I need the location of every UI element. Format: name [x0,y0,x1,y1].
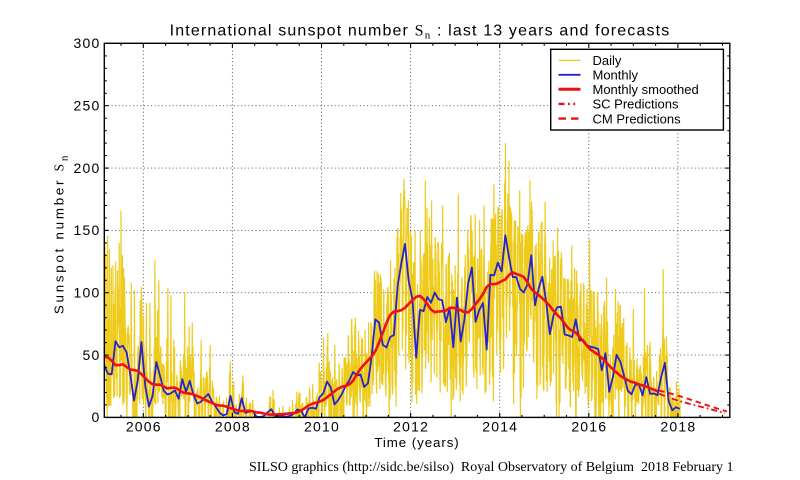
svg-text:International sunspot number S: International sunspot number Sn : last 1… [170,22,671,41]
svg-text:Monthly: Monthly [593,68,639,83]
svg-text:2012: 2012 [393,419,429,435]
svg-text:2010: 2010 [304,419,340,435]
svg-text:CM Predictions: CM Predictions [593,111,682,126]
svg-text:2006: 2006 [126,419,162,435]
svg-text:100: 100 [74,285,101,301]
svg-text:50: 50 [83,347,101,363]
svg-text:SC Predictions: SC Predictions [593,97,679,112]
svg-text:0: 0 [92,409,101,425]
svg-text:150: 150 [74,222,101,238]
svg-text:Sunspot number Sn: Sunspot number Sn [52,153,71,314]
svg-text:Time (years): Time (years) [374,435,459,450]
svg-text:2014: 2014 [482,419,518,435]
svg-text:2018: 2018 [660,419,696,435]
svg-text:SILSO graphics (http://sidc.be: SILSO graphics (http://sidc.be/silso) Ro… [249,460,734,475]
svg-text:300: 300 [74,35,101,51]
svg-text:Monthly smoothed: Monthly smoothed [593,82,699,97]
svg-text:2016: 2016 [571,419,607,435]
svg-text:2008: 2008 [215,419,251,435]
svg-text:200: 200 [74,160,101,176]
svg-text:Daily: Daily [593,53,622,68]
svg-text:250: 250 [74,98,101,114]
